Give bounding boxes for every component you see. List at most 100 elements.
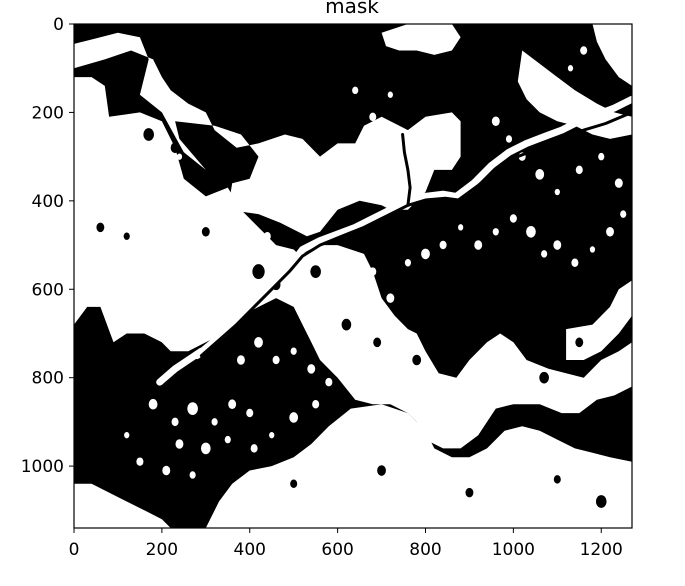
white-blob-45 <box>124 431 130 439</box>
white-blob-26 <box>589 246 596 253</box>
white-blob-31 <box>187 402 198 415</box>
x-tick-label-5: 1000 <box>492 540 535 560</box>
white-blob-49 <box>290 347 297 355</box>
black-blob-15 <box>595 495 607 508</box>
white-blob-36 <box>200 442 211 455</box>
dark-line-0 <box>199 196 460 358</box>
white-region-6 <box>517 50 632 139</box>
black-blob-0 <box>143 128 154 141</box>
black-blob-18 <box>341 318 352 331</box>
white-blob-38 <box>250 444 258 453</box>
white-blob-7 <box>249 248 259 260</box>
white-blob-57 <box>575 165 583 175</box>
white-blob-2 <box>160 300 172 314</box>
y-tick-label-1: 200 <box>32 103 64 123</box>
y-tick-label-3: 600 <box>32 280 64 300</box>
black-blob-9 <box>539 371 549 384</box>
white-blob-37 <box>224 435 231 444</box>
white-blob-6 <box>233 272 240 280</box>
white-region-8 <box>381 24 461 55</box>
white-blob-33 <box>228 399 237 409</box>
white-blob-47 <box>254 337 263 348</box>
white-blob-16 <box>421 248 430 260</box>
white-blob-55 <box>535 169 545 180</box>
white-blob-3 <box>184 284 193 295</box>
white-blob-52 <box>491 116 500 127</box>
white-blob-4 <box>202 267 210 276</box>
white-blob-30 <box>171 417 179 427</box>
white-blob-53 <box>505 135 513 143</box>
white-line-1 <box>452 95 632 200</box>
black-blob-1 <box>170 142 180 154</box>
white-blob-50 <box>307 364 316 374</box>
white-blob-18 <box>458 224 464 231</box>
mask-regions <box>74 24 632 528</box>
white-blob-25 <box>571 258 579 267</box>
black-blob-16 <box>96 222 105 233</box>
white-blob-14 <box>386 293 395 303</box>
black-blob-11 <box>290 479 298 489</box>
white-blob-10 <box>298 266 307 277</box>
dark-line-2 <box>401 133 412 207</box>
white-blob-67 <box>97 135 104 143</box>
white-blob-73 <box>387 91 393 98</box>
white-line-4 <box>156 347 205 386</box>
x-tick-label-1: 200 <box>146 540 178 560</box>
mask-lines <box>156 95 632 442</box>
white-blob-66 <box>84 153 90 160</box>
black-blob-13 <box>465 487 474 498</box>
y-tick-label-0: 0 <box>53 15 64 35</box>
chart-title: mask <box>325 0 379 18</box>
white-blob-1 <box>139 288 149 299</box>
white-blob-24 <box>553 240 562 250</box>
white-blob-64 <box>580 46 588 55</box>
white-blob-63 <box>567 65 574 72</box>
white-blob-70 <box>158 166 165 174</box>
white-blob-59 <box>614 178 623 188</box>
white-blob-74 <box>352 86 359 95</box>
black-blob-4 <box>201 227 210 237</box>
white-blob-69 <box>137 144 143 151</box>
y-axis: 0 200 400 600 800 1000 <box>21 15 74 477</box>
white-blob-27 <box>606 227 614 237</box>
white-blob-12 <box>338 276 346 285</box>
white-region-7 <box>592 24 632 86</box>
white-blob-40 <box>289 412 299 423</box>
black-blob-12 <box>377 465 386 476</box>
white-blob-43 <box>162 465 171 476</box>
white-blob-39 <box>269 431 275 439</box>
white-blob-46 <box>237 355 245 365</box>
x-tick-label-6: 1200 <box>580 540 623 560</box>
white-blob-15 <box>404 259 411 267</box>
white-blob-44 <box>189 471 196 479</box>
plot-frame <box>73 23 633 529</box>
black-blob-2 <box>252 264 265 280</box>
white-blob-58 <box>598 152 605 161</box>
white-blob-29 <box>148 398 158 410</box>
white-region-0 <box>74 32 461 237</box>
x-tick-label-4: 800 <box>409 540 441 560</box>
dark-line-1 <box>456 110 632 202</box>
white-blob-48 <box>272 355 280 365</box>
y-tick-label-2: 400 <box>32 192 64 212</box>
white-blob-28 <box>620 210 627 218</box>
x-tick-label-0: 0 <box>69 540 80 560</box>
x-tick-label-2: 400 <box>234 540 266 560</box>
white-blob-61 <box>458 436 464 443</box>
x-tick-label-3: 600 <box>321 540 353 560</box>
black-blob-17 <box>123 232 130 240</box>
white-blob-35 <box>175 439 184 449</box>
black-blob-5 <box>310 265 321 278</box>
white-blob-72 <box>369 112 377 122</box>
white-blob-34 <box>246 408 254 418</box>
y-tick-label-5: 1000 <box>21 457 64 477</box>
white-blob-0 <box>124 255 138 271</box>
white-blob-9 <box>277 259 284 266</box>
white-region-3 <box>205 404 632 528</box>
white-line-3 <box>390 126 403 205</box>
black-blob-14 <box>553 475 561 484</box>
white-blob-13 <box>369 267 377 276</box>
mask-blobs <box>84 37 627 508</box>
white-blob-51 <box>325 377 333 387</box>
